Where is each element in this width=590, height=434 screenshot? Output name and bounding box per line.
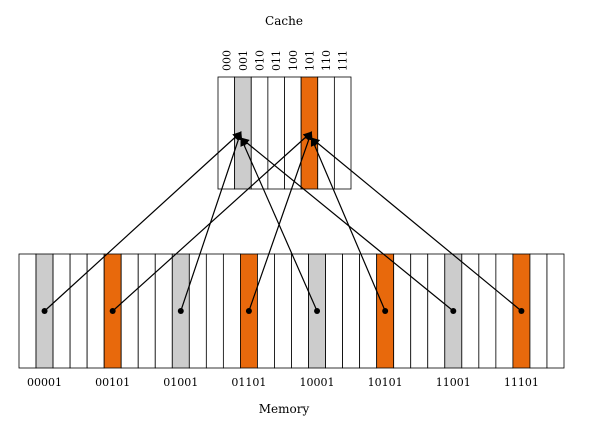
memory-cell (86, 253, 105, 369)
mapping-arrow-01101 (248, 131, 313, 312)
memory-cell (120, 253, 139, 369)
cache-title: Cache (265, 14, 303, 28)
memory-address-label: 01101 (231, 376, 266, 389)
memory-cell (69, 253, 88, 369)
memory-address-label: 11101 (504, 376, 539, 389)
cache-slot-100 (284, 76, 302, 190)
memory-cell (52, 253, 71, 369)
memory-cell (18, 253, 37, 369)
memory-cell (461, 253, 480, 369)
cache-slot-label: 111 (337, 50, 350, 71)
memory-address-label: 10101 (368, 376, 403, 389)
memory-block-dot (41, 308, 48, 314)
mapping-arrow-01001 (180, 131, 243, 312)
memory-block-dot (109, 308, 116, 314)
cache-slot-label: 101 (303, 50, 316, 71)
memory-cell (325, 253, 343, 369)
cache-block (217, 76, 352, 190)
mapping-arrows (41, 131, 525, 314)
cache-slot-label: 010 (254, 50, 267, 71)
memory-address-label: 11001 (436, 376, 471, 389)
memory-cell (495, 253, 514, 369)
mapping-arrow-11101 (310, 137, 522, 312)
cache-slot-010 (250, 76, 269, 190)
mapping-arrow-10001 (240, 137, 318, 312)
mapping-arrow-00001 (44, 131, 242, 312)
cache-slot-000 (217, 76, 236, 190)
memory-block-dot (450, 308, 457, 314)
memory-cell (342, 253, 361, 369)
memory-title: Memory (259, 402, 310, 416)
cache-slot-label: 001 (237, 50, 250, 71)
memory-address-label: 00001 (27, 376, 62, 389)
memory-cell (222, 253, 241, 369)
mapping-arrow-00101 (112, 131, 313, 312)
mapping-arrow-11001 (240, 137, 454, 312)
mapping-arrow-10101 (310, 137, 386, 312)
memory-cell (257, 253, 275, 369)
memory-cell (427, 253, 446, 369)
memory-cell (478, 253, 497, 369)
memory-block-dot (314, 308, 321, 314)
cache-slot-labels: 000 001 010 011 100 101 110 111 (220, 50, 349, 71)
cache-slot-111 (333, 76, 352, 190)
memory-cell (274, 253, 292, 369)
memory-block-dot (245, 308, 252, 314)
cache-slot-label: 100 (287, 50, 300, 71)
memory-block (18, 253, 565, 369)
memory-cell (188, 253, 207, 369)
memory-address-label: 00101 (95, 376, 130, 389)
cache-slot-label: 011 (270, 50, 283, 71)
memory-cell (546, 253, 565, 369)
memory-block-dot (177, 308, 184, 314)
memory-cell (410, 253, 429, 369)
cache-slot-label: 000 (220, 50, 233, 71)
cache-slot-001 (234, 76, 252, 190)
memory-address-label: 01001 (163, 376, 198, 389)
memory-cell (393, 253, 412, 369)
memory-cell (205, 253, 224, 369)
memory-cell (137, 253, 156, 369)
memory-block-dot (518, 308, 525, 314)
memory-address-labels: 00001 00101 01001 01101 10001 10101 11001 11101 (27, 376, 539, 389)
memory-address-label: 10001 (300, 376, 335, 389)
memory-cell (529, 253, 548, 369)
cache-slot-label: 110 (320, 50, 333, 71)
memory-block-dot (382, 308, 389, 314)
